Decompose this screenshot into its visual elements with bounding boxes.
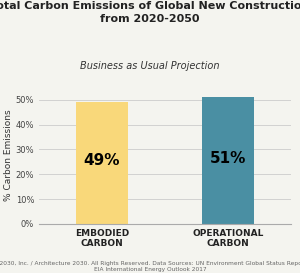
Text: Total Carbon Emissions of Global New Construction
from 2020-2050: Total Carbon Emissions of Global New Con… [0,1,300,24]
Bar [76,102,128,224]
Text: Business as Usual Projection: Business as Usual Projection [80,61,220,72]
Y-axis label: % Carbon Emissions: % Carbon Emissions [4,110,13,201]
Bar [202,97,254,224]
Text: 49%: 49% [84,153,120,168]
Text: 51%: 51% [210,150,246,165]
Text: © 2018 2030, Inc. / Architecture 2030. All Rights Reserved. Data Sources: UN Env: © 2018 2030, Inc. / Architecture 2030. A… [0,260,300,272]
